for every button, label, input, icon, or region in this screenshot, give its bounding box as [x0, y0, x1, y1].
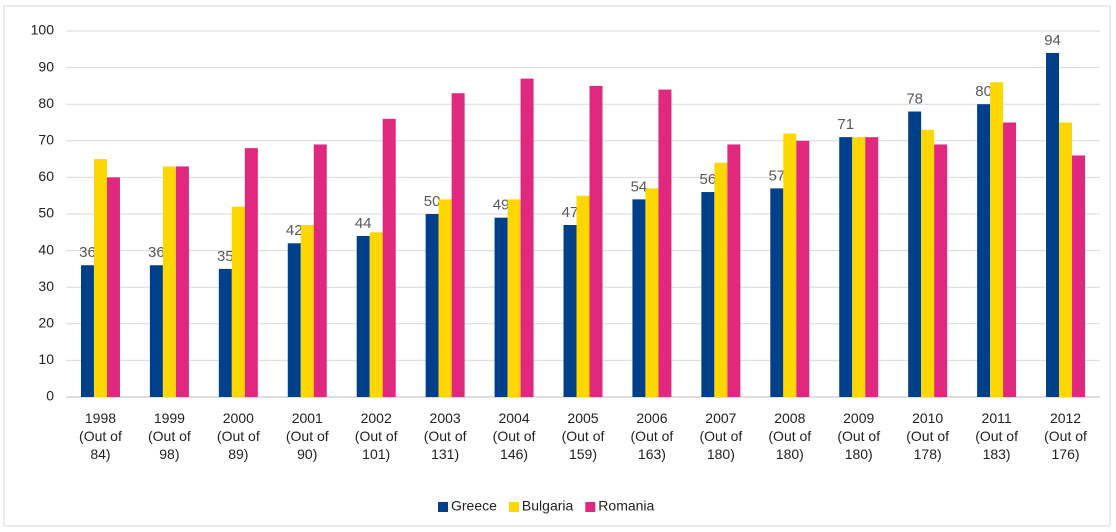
data-label: 35	[217, 248, 234, 265]
legend-swatch	[508, 502, 519, 512]
x-tick-label: 2007 (Out of 180)	[699, 410, 743, 462]
bar	[783, 133, 797, 398]
x-tick-label: 1999 (Out of 98)	[147, 410, 191, 462]
bar	[1059, 122, 1073, 397]
bar	[356, 235, 370, 397]
data-label: 36	[79, 244, 96, 261]
y-tick-label: 0	[46, 388, 54, 404]
data-label: 56	[700, 171, 717, 188]
data-label: 50	[424, 193, 441, 210]
bar	[369, 232, 383, 397]
data-label: 78	[906, 90, 923, 107]
bar	[990, 82, 1004, 398]
y-tick-label: 30	[38, 278, 54, 294]
data-label: 94	[1044, 32, 1061, 49]
bar	[382, 118, 396, 397]
x-tick-label: 2008 (Out of 180)	[768, 410, 812, 462]
legend-swatch	[438, 502, 448, 512]
bar	[93, 159, 107, 397]
x-tick-label: 2003 (Out of 131)	[423, 410, 467, 462]
x-tick-label: 2004 (Out of 146)	[492, 410, 536, 462]
y-tick-label: 20	[38, 315, 54, 331]
bar	[175, 166, 189, 397]
bar	[727, 144, 741, 397]
bar	[149, 265, 163, 397]
bar	[313, 144, 327, 397]
y-tick-label: 50	[38, 205, 54, 221]
x-tick-label: 1998 (Out of 84)	[79, 410, 122, 462]
bar	[300, 224, 314, 397]
bar	[494, 217, 508, 397]
bar	[162, 166, 176, 397]
bar	[425, 214, 439, 397]
bar	[1003, 122, 1017, 397]
bar	[1046, 52, 1060, 398]
bar	[287, 243, 301, 397]
data-label: 36	[148, 244, 165, 261]
y-tick-label: 70	[38, 132, 54, 148]
x-tick-label: 2006 (Out of 163)	[630, 410, 674, 462]
x-tick-label: 2011 (Out of 183)	[975, 410, 1018, 462]
bar	[921, 129, 935, 397]
bar	[645, 188, 659, 397]
bar	[507, 199, 521, 397]
x-tick-label: 2009 (Out of 180)	[837, 410, 881, 462]
data-label: 80	[975, 83, 992, 100]
bar	[218, 268, 232, 397]
bar	[1072, 155, 1086, 397]
bar	[908, 111, 922, 398]
y-tick-label: 60	[38, 168, 54, 184]
legend-label: Romania	[598, 498, 654, 514]
bar	[934, 144, 948, 397]
bar	[106, 177, 120, 397]
data-label: 44	[355, 215, 372, 232]
data-label: 57	[768, 167, 785, 184]
bar	[438, 199, 452, 397]
bar	[865, 137, 879, 397]
data-label: 71	[837, 116, 854, 133]
legend-label: Bulgaria	[522, 498, 574, 514]
bar	[839, 137, 853, 397]
bar	[658, 89, 672, 397]
bar	[632, 199, 646, 397]
data-label: 42	[286, 222, 303, 239]
data-label: 54	[631, 178, 648, 195]
bar	[589, 85, 603, 398]
bar	[244, 148, 258, 397]
data-label: 47	[562, 204, 579, 221]
legend-label: Greece	[451, 498, 497, 514]
bar	[576, 195, 590, 397]
y-tick-label: 90	[38, 58, 54, 74]
y-tick-label: 100	[31, 22, 55, 38]
bar	[451, 93, 465, 397]
y-tick-label: 40	[38, 241, 54, 257]
x-tick-label: 2001 (Out of 90)	[285, 410, 329, 462]
x-tick-label: 2012 (Out of 176)	[1044, 410, 1087, 462]
bar	[714, 162, 728, 397]
y-tick-label: 10	[38, 351, 54, 367]
chart-border	[3, 5, 1111, 527]
legend-swatch	[585, 502, 596, 512]
x-tick-label: 2005 (Out of 159)	[561, 410, 605, 462]
bar	[520, 78, 534, 397]
bar	[852, 137, 866, 397]
bar	[231, 206, 245, 397]
bar	[977, 104, 991, 397]
x-tick-label: 2010 (Out of 178)	[906, 410, 950, 462]
bar	[770, 188, 784, 397]
bar	[80, 265, 94, 397]
y-tick-label: 80	[38, 95, 54, 111]
data-label: 49	[493, 197, 510, 214]
bar	[701, 192, 715, 397]
bar	[563, 224, 577, 397]
x-tick-label: 2002 (Out of 101)	[354, 410, 398, 462]
x-tick-label: 2000 (Out of 89)	[216, 410, 260, 462]
bar	[796, 140, 810, 398]
